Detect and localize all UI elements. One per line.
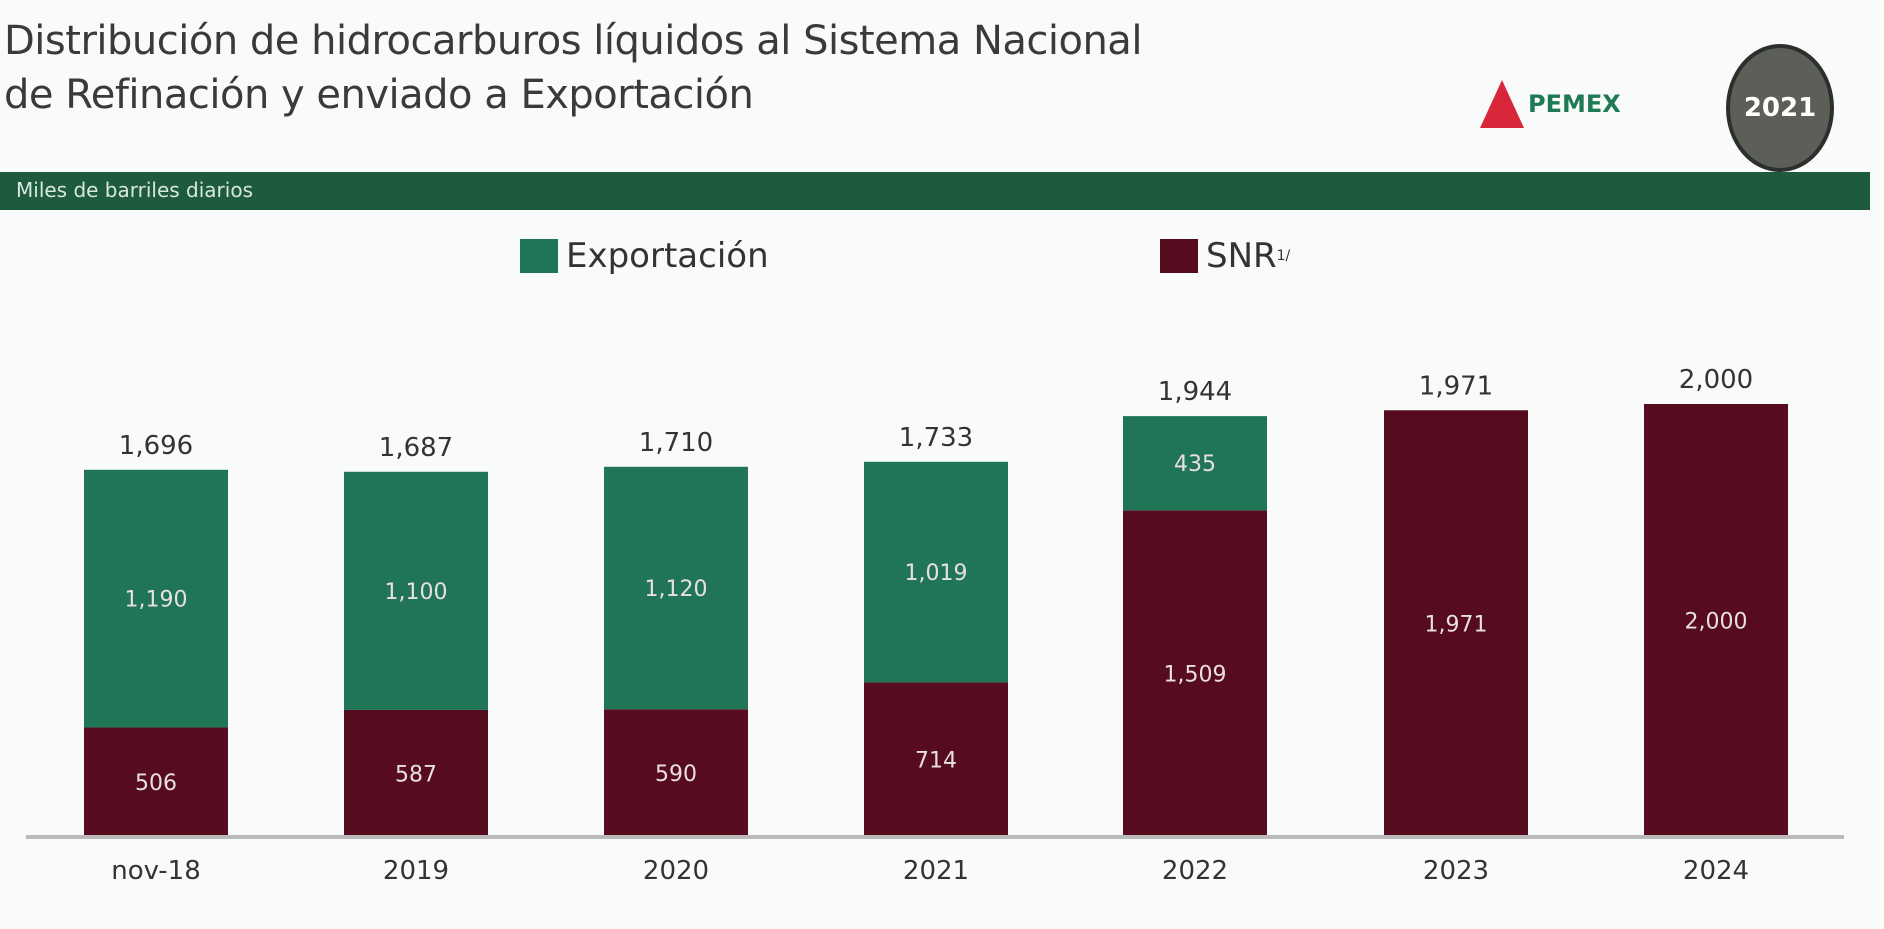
bar-value-label: 2,000 (1685, 610, 1748, 635)
bar-snr (1644, 404, 1788, 837)
pemex-flame-icon (1480, 80, 1524, 128)
x-tick-label: 2020 (643, 856, 709, 886)
title-line-2: de Refinación y enviado a Exportación (4, 72, 754, 118)
x-tick-label: 2022 (1162, 856, 1228, 886)
units-label: Miles de barriles diarios (16, 178, 253, 202)
x-tick-label: 2019 (383, 856, 449, 886)
legend-label-export: Exportación (566, 236, 769, 276)
bar-value-label: 714 (915, 749, 957, 774)
bar-snr (864, 682, 1008, 837)
bar-total-label: 1,687 (379, 433, 453, 463)
bar-value-label: 590 (655, 762, 697, 787)
bar-value-label: 1,019 (905, 561, 968, 586)
bar-total-label: 1,971 (1419, 371, 1493, 401)
bar-value-label: 1,100 (385, 580, 448, 605)
bar-value-label: 506 (135, 771, 177, 796)
bar-snr (604, 709, 748, 837)
bar-value-label: 435 (1174, 452, 1216, 477)
x-tick-label: 2023 (1423, 856, 1489, 886)
legend-footnote: 1/ (1276, 248, 1291, 264)
legend-export: Exportación (520, 236, 769, 276)
bar-export (84, 469, 228, 728)
bar-export (1123, 416, 1267, 511)
bar-value-label: 1,120 (645, 577, 708, 602)
x-tick-label: 2021 (903, 856, 969, 886)
seal-text: 2021 (1743, 93, 1817, 123)
units-band: Miles de barriles diarios (0, 172, 1870, 210)
page-title: Distribución de hidrocarburos líquidos a… (4, 14, 1142, 122)
bar-snr (344, 709, 488, 837)
legend-label-snr: SNR (1206, 236, 1277, 276)
bar-value-label: 587 (395, 762, 437, 787)
pemex-logo: PEMEX (1480, 80, 1621, 128)
title-line-1: Distribución de hidrocarburos líquidos a… (4, 18, 1142, 64)
seal-2021: 2021 (1726, 44, 1834, 172)
legend-swatch-snr (1160, 239, 1198, 273)
bar-snr (84, 727, 228, 837)
bar-total-label: 1,696 (119, 431, 193, 461)
logo-text: PEMEX (1528, 90, 1621, 118)
x-tick-label: nov-18 (111, 856, 201, 886)
bar-snr (1384, 410, 1528, 837)
legend-snr: SNR 1/ (1160, 236, 1290, 276)
bar-export (864, 461, 1008, 683)
bar-value-label: 1,509 (1164, 663, 1227, 688)
bar-total-label: 1,944 (1158, 377, 1232, 407)
bar-total-label: 1,710 (639, 428, 713, 458)
legend-swatch-export (520, 239, 558, 273)
bar-export (604, 466, 748, 710)
bar-total-label: 2,000 (1679, 365, 1753, 395)
bar-value-label: 1,190 (125, 588, 188, 613)
bar-total-label: 1,733 (899, 423, 973, 453)
x-tick-label: 2024 (1683, 856, 1749, 886)
bar-value-label: 1,971 (1425, 613, 1488, 638)
bar-snr (1123, 510, 1267, 837)
bar-export (344, 471, 488, 710)
